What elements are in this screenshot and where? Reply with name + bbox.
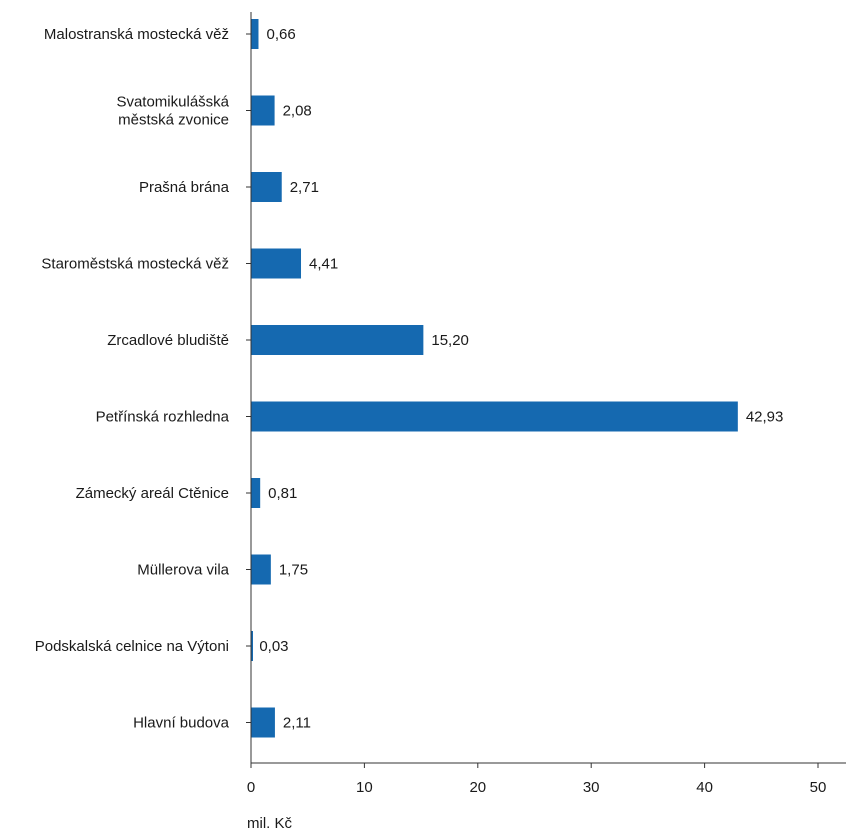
bar bbox=[251, 707, 275, 738]
category-label-line: městská zvonice bbox=[118, 112, 229, 129]
x-axis-title: mil. Kč bbox=[247, 815, 293, 832]
category-label: Podskalská celnice na Výtoni bbox=[35, 638, 229, 655]
x-axis-ticks: 0 10 20 30 40 50 bbox=[247, 763, 827, 796]
x-tick-label: 50 bbox=[810, 779, 827, 796]
x-tick-label: 40 bbox=[696, 779, 713, 796]
category-label-line: Petřínská rozhledna bbox=[96, 409, 230, 426]
value-label: 1,75 bbox=[279, 562, 308, 579]
value-label: 0,81 bbox=[268, 485, 297, 502]
bar bbox=[251, 172, 282, 202]
labels-layer: 0,66 Malostranská mostecká věž 2,08 Svatomi… bbox=[35, 26, 784, 732]
category-label: Zrcadlové bludiště bbox=[107, 332, 229, 349]
value-label: 42,93 bbox=[746, 409, 784, 426]
category-label: Staroměstská mostecká věž bbox=[41, 256, 229, 273]
category-label-line: Malostranská mostecká věž bbox=[44, 26, 229, 43]
category-label-line: Zrcadlové bludiště bbox=[107, 332, 229, 349]
x-tick-label: 10 bbox=[356, 779, 373, 796]
category-label-line: Müllerova vila bbox=[137, 562, 229, 579]
category-label-line: Hlavní budova bbox=[133, 715, 230, 732]
bar bbox=[251, 325, 424, 355]
category-label: Prašná brána bbox=[139, 179, 230, 196]
category-label: Petřínská rozhledna bbox=[96, 409, 230, 426]
bar bbox=[251, 478, 261, 508]
bars-layer bbox=[251, 19, 738, 738]
category-label: Svatomikulášská městská zvonice bbox=[116, 94, 229, 129]
value-label: 2,08 bbox=[283, 103, 312, 120]
bar bbox=[251, 554, 271, 585]
category-label: Hlavní budova bbox=[133, 715, 230, 732]
value-label: 0,66 bbox=[266, 26, 295, 43]
x-tick-label: 30 bbox=[583, 779, 600, 796]
category-label-line: Prašná brána bbox=[139, 179, 230, 196]
bar bbox=[251, 401, 738, 432]
category-label: Müllerova vila bbox=[137, 562, 229, 579]
value-label: 2,71 bbox=[290, 179, 319, 196]
x-tick-label: 0 bbox=[247, 779, 255, 796]
category-label-line: Staroměstská mostecká věž bbox=[41, 256, 229, 273]
bar bbox=[251, 19, 259, 49]
bar bbox=[251, 248, 302, 279]
value-label: 15,20 bbox=[431, 332, 469, 349]
value-label: 2,11 bbox=[283, 715, 311, 732]
bar bbox=[251, 631, 253, 661]
category-label-line: Podskalská celnice na Výtoni bbox=[35, 638, 229, 655]
category-label: Zámecký areál Ctěnice bbox=[76, 485, 229, 502]
value-label: 0,03 bbox=[259, 638, 288, 655]
category-label-line: Zámecký areál Ctěnice bbox=[76, 485, 229, 502]
category-label-line: Svatomikulášská bbox=[116, 94, 229, 111]
value-label: 4,41 bbox=[309, 256, 338, 273]
category-label: Malostranská mostecká věž bbox=[44, 26, 229, 43]
bar bbox=[251, 95, 275, 126]
x-tick-label: 20 bbox=[469, 779, 486, 796]
